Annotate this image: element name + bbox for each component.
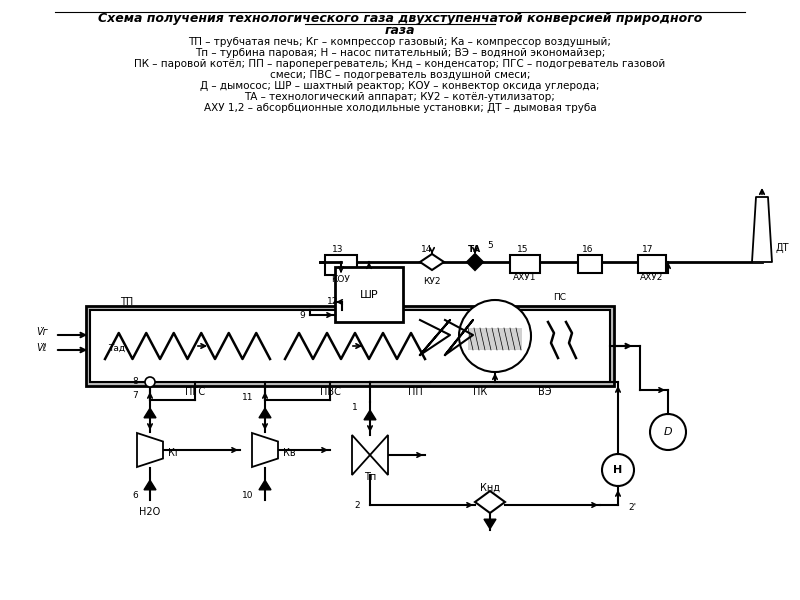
Bar <box>510 255 540 273</box>
Text: ТА: ТА <box>468 245 482 254</box>
Bar <box>90 310 610 382</box>
Text: Тп – турбина паровая; Н – насос питательный; ВЭ – водяной экономайзер;: Тп – турбина паровая; Н – насос питатель… <box>195 48 605 58</box>
Text: 9: 9 <box>299 311 305 319</box>
Text: ТП: ТП <box>120 297 134 307</box>
Circle shape <box>650 414 686 450</box>
Text: ДТ: ДТ <box>775 243 789 253</box>
Circle shape <box>459 300 531 372</box>
Text: ТП – трубчатая печь; Кг – компрессор газовый; Ка – компрессор воздушный;: ТП – трубчатая печь; Кг – компрессор газ… <box>189 37 611 47</box>
Polygon shape <box>467 254 483 270</box>
Text: 11: 11 <box>242 394 253 403</box>
Text: Кг: Кг <box>168 448 180 458</box>
Text: 13: 13 <box>332 245 344 254</box>
Polygon shape <box>137 433 163 467</box>
Text: Н: Н <box>614 465 622 475</box>
Polygon shape <box>752 197 772 262</box>
Text: Д – дымосос; ШР – шахтный реактор; КОУ – конвектор оксида углерода;: Д – дымосос; ШР – шахтный реактор; КОУ –… <box>200 81 600 91</box>
Text: 10: 10 <box>242 491 253 499</box>
Text: 5: 5 <box>487 241 493 251</box>
Text: газа: газа <box>385 24 415 37</box>
Text: 17: 17 <box>642 245 654 254</box>
Circle shape <box>602 454 634 486</box>
Polygon shape <box>259 408 271 418</box>
Polygon shape <box>475 491 505 513</box>
Text: 15: 15 <box>518 245 529 254</box>
Text: ПС: ПС <box>553 292 566 301</box>
Polygon shape <box>484 519 496 529</box>
Text: 6: 6 <box>132 491 138 499</box>
Text: V̇г: V̇г <box>36 327 48 337</box>
Text: ШР: ШР <box>360 289 378 299</box>
Text: ПК: ПК <box>473 387 487 397</box>
Text: АХУ2: АХУ2 <box>640 274 664 283</box>
Bar <box>86 306 614 386</box>
Polygon shape <box>144 408 156 418</box>
Text: Тп: Тп <box>364 472 376 482</box>
Circle shape <box>145 377 155 387</box>
Text: D: D <box>664 427 672 437</box>
Text: ВЭ: ВЭ <box>538 387 552 397</box>
Text: 16: 16 <box>582 245 594 254</box>
Text: ПК – паровой котёл; ПП – пароперегреватель; Кнд – конденсатор; ПГС – подогревате: ПК – паровой котёл; ПП – пароперегревате… <box>134 59 666 69</box>
Text: ПГС: ПГС <box>185 387 205 397</box>
Text: КУ2: КУ2 <box>423 277 441 286</box>
Text: 2: 2 <box>354 500 360 509</box>
Polygon shape <box>259 480 271 490</box>
Text: 2': 2' <box>628 503 636 512</box>
Text: АХУ 1,2 – абсорбционные холодильные установки; ДТ – дымовая труба: АХУ 1,2 – абсорбционные холодильные уста… <box>204 103 596 113</box>
Text: 1: 1 <box>352 403 358 413</box>
Text: V̇ℓ: V̇ℓ <box>37 343 47 353</box>
Text: АХУ1: АХУ1 <box>514 274 537 283</box>
Text: Н2О: Н2О <box>139 507 161 517</box>
Bar <box>468 328 522 350</box>
Text: ТА – технологический аппарат; КУ2 – котёл-утилизатор;: ТА – технологический аппарат; КУ2 – котё… <box>245 92 555 102</box>
Text: 12: 12 <box>326 298 338 307</box>
Text: Кнд: Кнд <box>480 483 500 493</box>
Bar <box>578 255 602 273</box>
Polygon shape <box>144 480 156 490</box>
Polygon shape <box>364 410 376 420</box>
Text: Тад: Тад <box>108 343 125 352</box>
Text: ПВС: ПВС <box>319 387 341 397</box>
Text: КОУ: КОУ <box>331 275 350 284</box>
Text: 7: 7 <box>132 391 138 400</box>
Polygon shape <box>252 433 278 467</box>
Polygon shape <box>420 254 444 270</box>
Text: смеси; ПВС – подогреватель воздушной смеси;: смеси; ПВС – подогреватель воздушной сме… <box>270 70 530 80</box>
Bar <box>638 255 666 273</box>
Polygon shape <box>370 435 388 475</box>
Polygon shape <box>352 435 370 475</box>
Bar <box>335 267 403 322</box>
Text: Кв: Кв <box>283 448 296 458</box>
Text: Схема получения технологического газа двухступенчатой конверсией природного: Схема получения технологического газа дв… <box>98 12 702 25</box>
Text: ПП: ПП <box>408 387 422 397</box>
Text: 8: 8 <box>132 377 138 386</box>
Text: 14: 14 <box>422 245 433 254</box>
Bar <box>325 255 357 275</box>
